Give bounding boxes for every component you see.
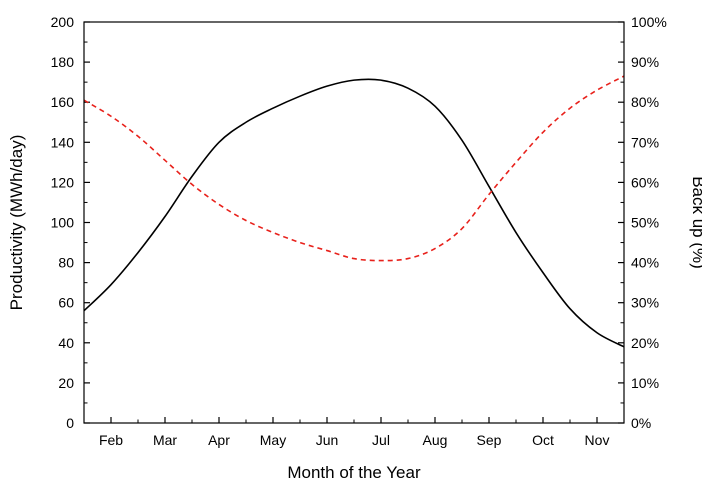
plot-frame xyxy=(83,21,625,424)
x-axis-title: Month of the Year xyxy=(287,463,421,481)
x-tick-label: Sep xyxy=(477,432,502,448)
y2-tick-label: 20% xyxy=(631,335,659,351)
y2-tick-label: 0% xyxy=(631,415,651,431)
x-tick-label: Nov xyxy=(585,432,610,448)
x-tick-label: Jun xyxy=(316,432,339,448)
x-tick-label: Feb xyxy=(99,432,123,448)
series-layer xyxy=(83,75,625,348)
y-tick-label: 160 xyxy=(51,94,75,110)
x-tick-label: Mar xyxy=(153,432,177,448)
y-tick-label: 40 xyxy=(58,335,74,351)
y-tick-label: 200 xyxy=(51,14,75,30)
productivity-line xyxy=(83,78,625,348)
y-tick-label: 180 xyxy=(51,54,75,70)
y-tick-label: 20 xyxy=(58,375,74,391)
y2-axis-title: Back up (%) xyxy=(689,176,702,269)
x-tick-label: Oct xyxy=(532,432,554,448)
y2-tick-label: 100% xyxy=(631,14,667,30)
x-tick-label: Jul xyxy=(372,432,390,448)
x-tick-label: Aug xyxy=(423,432,448,448)
y-tick-label: 60 xyxy=(58,295,74,311)
y2-tick-label: 10% xyxy=(631,375,659,391)
labels-layer: 0 20 40 60 80 100 120 140 160 180 200 0% 10% 20% 30% 40… xyxy=(51,14,667,448)
backup-percent-line xyxy=(83,75,625,262)
y2-tick-label: 50% xyxy=(631,215,659,231)
y-tick-label: 0 xyxy=(66,415,74,431)
y2-tick-label: 30% xyxy=(631,295,659,311)
y2-tick-label: 90% xyxy=(631,54,659,70)
y2-tick-label: 80% xyxy=(631,94,659,110)
y-tick-label: 120 xyxy=(51,174,75,190)
y-tick-label: 140 xyxy=(51,134,75,150)
axes-layer xyxy=(84,21,624,424)
y2-tick-label: 40% xyxy=(631,255,659,271)
y-tick-label: 100 xyxy=(51,215,75,231)
y2-tick-label: 70% xyxy=(631,134,659,150)
y-tick-label: 80 xyxy=(58,255,74,271)
y-axis-title: Productivity (MWh/day) xyxy=(7,135,26,311)
y2-tick-label: 60% xyxy=(631,174,659,190)
x-tick-label: Apr xyxy=(208,432,230,448)
x-tick-label: May xyxy=(260,432,286,448)
